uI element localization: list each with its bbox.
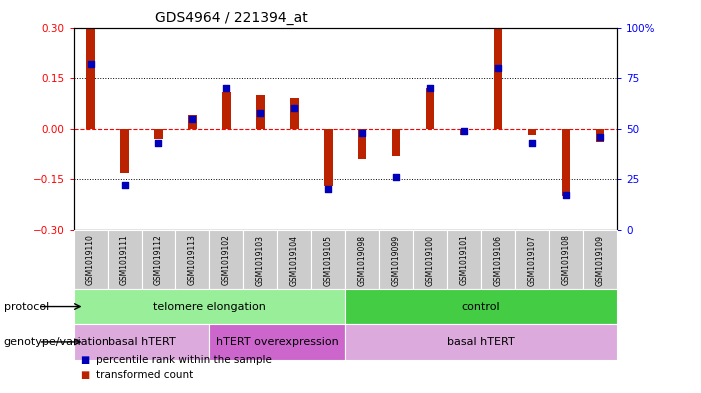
Bar: [278, 230, 311, 289]
Bar: [549, 230, 583, 289]
Point: [357, 130, 368, 136]
Bar: [346, 230, 379, 289]
Text: GDS4964 / 221394_at: GDS4964 / 221394_at: [155, 11, 308, 25]
Text: GSM1019101: GSM1019101: [460, 235, 468, 285]
Text: GSM1019104: GSM1019104: [290, 235, 299, 286]
Bar: [346, 289, 617, 324]
Text: hTERT overexpression: hTERT overexpression: [216, 337, 339, 347]
Text: GSM1019106: GSM1019106: [494, 235, 503, 286]
Bar: [188, 115, 197, 129]
Text: GSM1019113: GSM1019113: [188, 235, 197, 285]
Bar: [210, 324, 345, 360]
Bar: [256, 95, 264, 129]
Bar: [86, 28, 95, 129]
Bar: [562, 129, 570, 196]
Text: transformed count: transformed count: [96, 370, 193, 380]
Bar: [243, 230, 278, 289]
Point: [119, 182, 130, 189]
Text: protocol: protocol: [4, 301, 49, 312]
Text: genotype/variation: genotype/variation: [4, 337, 109, 347]
Point: [526, 140, 538, 146]
Bar: [346, 324, 617, 360]
Point: [492, 65, 503, 71]
Point: [458, 128, 470, 134]
Point: [85, 61, 96, 67]
Point: [187, 116, 198, 122]
Text: telomere elongation: telomere elongation: [153, 301, 266, 312]
Point: [254, 109, 266, 116]
Bar: [311, 230, 345, 289]
Text: GSM1019110: GSM1019110: [86, 235, 95, 285]
Point: [560, 192, 571, 198]
Bar: [413, 230, 447, 289]
Bar: [210, 230, 243, 289]
Bar: [583, 230, 617, 289]
Bar: [74, 324, 210, 360]
Text: GSM1019098: GSM1019098: [358, 235, 367, 286]
Bar: [121, 129, 129, 173]
Bar: [154, 129, 163, 139]
Bar: [392, 129, 400, 156]
Bar: [222, 92, 231, 129]
Text: GSM1019111: GSM1019111: [120, 235, 129, 285]
Bar: [74, 289, 346, 324]
Bar: [447, 230, 481, 289]
Bar: [426, 88, 435, 129]
Text: GSM1019112: GSM1019112: [154, 235, 163, 285]
Bar: [175, 230, 210, 289]
Bar: [528, 129, 536, 136]
Bar: [494, 28, 503, 129]
Bar: [596, 129, 604, 142]
Text: GSM1019109: GSM1019109: [595, 235, 604, 286]
Point: [289, 105, 300, 112]
Point: [322, 186, 334, 193]
Text: GSM1019100: GSM1019100: [426, 235, 435, 286]
Bar: [379, 230, 413, 289]
Text: GSM1019105: GSM1019105: [324, 235, 333, 286]
Text: GSM1019103: GSM1019103: [256, 235, 265, 286]
Text: GSM1019108: GSM1019108: [562, 235, 571, 285]
Point: [221, 85, 232, 92]
Text: GSM1019099: GSM1019099: [392, 235, 401, 286]
Bar: [324, 129, 332, 186]
Bar: [481, 230, 515, 289]
Bar: [358, 129, 367, 159]
Text: control: control: [462, 301, 501, 312]
Bar: [515, 230, 549, 289]
Text: percentile rank within the sample: percentile rank within the sample: [96, 355, 272, 365]
Point: [153, 140, 164, 146]
Text: ■: ■: [81, 370, 90, 380]
Point: [594, 134, 606, 140]
Bar: [290, 98, 299, 129]
Text: basal hTERT: basal hTERT: [447, 337, 515, 347]
Text: GSM1019107: GSM1019107: [527, 235, 536, 286]
Point: [425, 85, 436, 92]
Bar: [107, 230, 142, 289]
Text: basal hTERT: basal hTERT: [108, 337, 175, 347]
Point: [390, 174, 402, 180]
Bar: [142, 230, 175, 289]
Bar: [74, 230, 107, 289]
Bar: [460, 129, 468, 136]
Text: ■: ■: [81, 355, 90, 365]
Text: GSM1019102: GSM1019102: [222, 235, 231, 285]
